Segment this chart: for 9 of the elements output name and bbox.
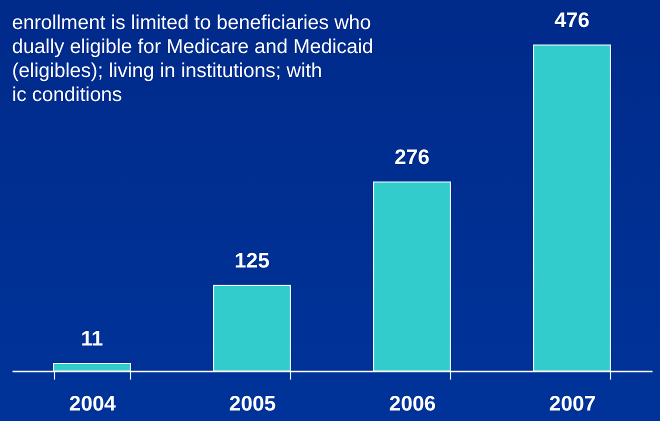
x-tick-label: 2004 <box>69 392 116 416</box>
data-label: 11 <box>80 327 104 350</box>
x-tick-label: 2005 <box>229 392 276 416</box>
data-label: 276 <box>394 146 430 169</box>
data-label: 125 <box>234 249 270 272</box>
x-tick-label: 2007 <box>549 392 596 416</box>
data-label: 476 <box>554 9 590 32</box>
annotation: enrollment is limited to beneficiaries who dually eligible for Medicare and Medicaid (eligibles); living in institutions; with ic conditions <box>12 12 374 106</box>
x-tick-label: 2006 <box>389 392 436 416</box>
